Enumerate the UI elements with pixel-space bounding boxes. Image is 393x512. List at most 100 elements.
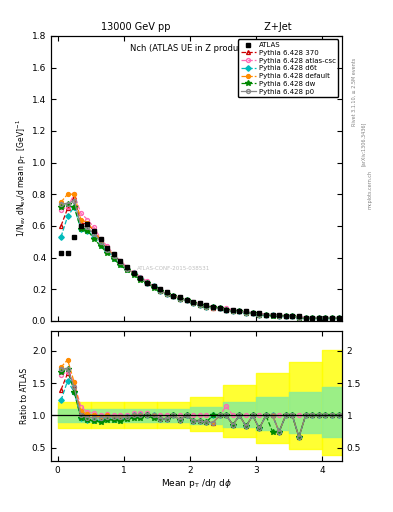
ATLAS <box>105 245 110 251</box>
ATLAS <box>224 307 229 313</box>
Pythia 6.428 370 <box>85 221 90 227</box>
Pythia 6.428 atlas-csc <box>297 313 301 319</box>
Pythia 6.428 atlas-csc <box>105 243 110 249</box>
Pythia 6.428 dw <box>197 302 202 308</box>
Pythia 6.428 p0 <box>297 315 301 321</box>
Pythia 6.428 p0 <box>191 301 196 307</box>
Pythia 6.428 default <box>138 275 143 281</box>
Pythia 6.428 370 <box>72 194 77 200</box>
Pythia 6.428 dw <box>244 310 248 316</box>
Pythia 6.428 dw <box>237 308 242 314</box>
Pythia 6.428 370 <box>184 297 189 304</box>
Pythia 6.428 default <box>72 191 77 197</box>
Pythia 6.428 p0 <box>125 266 129 272</box>
Pythia 6.428 dw <box>217 305 222 311</box>
Pythia 6.428 dw <box>72 204 77 210</box>
Pythia 6.428 atlas-csc <box>112 251 116 258</box>
Pythia 6.428 dw <box>79 226 83 232</box>
Pythia 6.428 atlas-csc <box>330 315 334 321</box>
Pythia 6.428 d6t <box>211 304 215 310</box>
Pythia 6.428 atlas-csc <box>277 311 281 317</box>
Pythia 6.428 d6t <box>105 248 110 254</box>
Pythia 6.428 d6t <box>257 311 262 317</box>
Pythia 6.428 dw <box>224 307 229 313</box>
ATLAS <box>59 250 63 256</box>
Pythia 6.428 370 <box>138 275 143 281</box>
Pythia 6.428 atlas-csc <box>171 292 176 298</box>
Pythia 6.428 default <box>151 283 156 289</box>
ATLAS <box>125 264 129 270</box>
Pythia 6.428 370 <box>330 315 334 321</box>
Pythia 6.428 default <box>250 310 255 316</box>
Pythia 6.428 d6t <box>336 315 341 321</box>
Pythia 6.428 370 <box>158 288 163 294</box>
Pythia 6.428 dw <box>92 236 96 242</box>
Pythia 6.428 p0 <box>270 311 275 317</box>
Pythia 6.428 p0 <box>310 315 314 321</box>
Pythia 6.428 default <box>59 199 63 205</box>
ATLAS <box>92 227 96 233</box>
Pythia 6.428 default <box>105 245 110 251</box>
ATLAS <box>184 297 189 304</box>
Pythia 6.428 default <box>98 237 103 243</box>
Pythia 6.428 atlas-csc <box>131 269 136 275</box>
ATLAS <box>178 294 182 300</box>
Pythia 6.428 dw <box>336 315 341 321</box>
Pythia 6.428 p0 <box>204 304 209 310</box>
Pythia 6.428 dw <box>250 310 255 316</box>
ATLAS <box>211 304 215 310</box>
Pythia 6.428 d6t <box>217 305 222 311</box>
Pythia 6.428 default <box>330 315 334 321</box>
Text: ATLAS-CONF-2015-038531: ATLAS-CONF-2015-038531 <box>137 266 210 270</box>
Text: Nch (ATLAS UE in Z production): Nch (ATLAS UE in Z production) <box>130 45 263 53</box>
Pythia 6.428 p0 <box>237 308 242 314</box>
Pythia 6.428 370 <box>131 270 136 276</box>
Pythia 6.428 atlas-csc <box>197 301 202 307</box>
ATLAS <box>330 315 334 321</box>
Pythia 6.428 p0 <box>171 292 176 298</box>
Pythia 6.428 d6t <box>59 234 63 240</box>
Legend: ATLAS, Pythia 6.428 370, Pythia 6.428 atlas-csc, Pythia 6.428 d6t, Pythia 6.428 : ATLAS, Pythia 6.428 370, Pythia 6.428 at… <box>238 39 338 97</box>
Pythia 6.428 dw <box>191 301 196 307</box>
Pythia 6.428 370 <box>125 266 129 272</box>
Pythia 6.428 370 <box>118 259 123 265</box>
Pythia 6.428 atlas-csc <box>310 315 314 321</box>
Pythia 6.428 default <box>237 308 242 314</box>
Pythia 6.428 d6t <box>277 313 281 319</box>
Pythia 6.428 d6t <box>330 315 334 321</box>
ATLAS <box>112 251 116 258</box>
Pythia 6.428 atlas-csc <box>125 264 129 270</box>
ATLAS <box>290 313 295 319</box>
Pythia 6.428 p0 <box>158 288 163 294</box>
ATLAS <box>98 236 103 242</box>
Pythia 6.428 370 <box>336 315 341 321</box>
Line: Pythia 6.428 atlas-csc: Pythia 6.428 atlas-csc <box>59 192 341 319</box>
ATLAS <box>244 308 248 314</box>
Pythia 6.428 default <box>85 220 90 226</box>
Pythia 6.428 370 <box>178 295 182 302</box>
Pythia 6.428 d6t <box>92 234 96 240</box>
Pythia 6.428 370 <box>164 291 169 297</box>
Pythia 6.428 p0 <box>145 280 149 286</box>
Text: [arXiv:1306.3436]: [arXiv:1306.3436] <box>361 121 366 165</box>
Pythia 6.428 default <box>171 292 176 298</box>
Pythia 6.428 atlas-csc <box>158 286 163 292</box>
Pythia 6.428 dw <box>171 292 176 298</box>
Pythia 6.428 default <box>316 315 321 321</box>
ATLAS <box>197 301 202 307</box>
Pythia 6.428 atlas-csc <box>316 315 321 321</box>
Pythia 6.428 d6t <box>270 311 275 317</box>
Pythia 6.428 dw <box>264 311 268 317</box>
Pythia 6.428 370 <box>257 311 262 317</box>
Pythia 6.428 atlas-csc <box>257 310 262 316</box>
Pythia 6.428 dw <box>231 308 235 314</box>
Pythia 6.428 d6t <box>125 266 129 272</box>
Pythia 6.428 atlas-csc <box>178 294 182 300</box>
Pythia 6.428 d6t <box>112 254 116 261</box>
Pythia 6.428 370 <box>237 308 242 314</box>
Pythia 6.428 370 <box>79 220 83 226</box>
Pythia 6.428 370 <box>316 315 321 321</box>
Pythia 6.428 dw <box>85 227 90 233</box>
Pythia 6.428 dw <box>65 201 70 207</box>
Pythia 6.428 default <box>125 266 129 272</box>
